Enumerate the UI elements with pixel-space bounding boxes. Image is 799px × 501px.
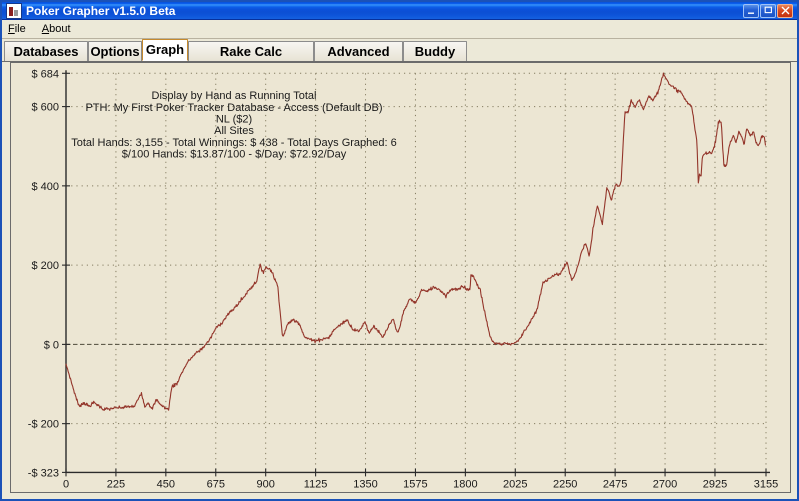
svg-text:$ 600: $ 600 bbox=[31, 102, 59, 114]
svg-text:$ 684: $ 684 bbox=[31, 68, 59, 80]
svg-text:2250: 2250 bbox=[553, 478, 577, 490]
svg-text:2700: 2700 bbox=[653, 478, 677, 490]
svg-text:1575: 1575 bbox=[403, 478, 427, 490]
svg-text:3155: 3155 bbox=[754, 478, 778, 490]
svg-text:2025: 2025 bbox=[503, 478, 527, 490]
svg-text:1350: 1350 bbox=[353, 478, 377, 490]
svg-text:225: 225 bbox=[107, 478, 125, 490]
svg-text:$ 0: $ 0 bbox=[44, 339, 59, 351]
svg-text:Display by Hand as Running Tot: Display by Hand as Running Total bbox=[152, 90, 317, 102]
svg-text:900: 900 bbox=[257, 478, 275, 490]
svg-text:450: 450 bbox=[157, 478, 175, 490]
svg-text:1800: 1800 bbox=[453, 478, 477, 490]
svg-text:$ 400: $ 400 bbox=[31, 181, 59, 193]
svg-text:2475: 2475 bbox=[603, 478, 627, 490]
svg-text:1125: 1125 bbox=[304, 478, 328, 490]
svg-text:NL ($2): NL ($2) bbox=[216, 114, 252, 126]
svg-text:Total Hands: 3,155 - Total Win: Total Hands: 3,155 - Total Winnings: $ 4… bbox=[71, 137, 397, 149]
svg-text:-$ 323: -$ 323 bbox=[28, 467, 59, 479]
svg-text:$/100 Hands: $13.87/100 - $/Da: $/100 Hands: $13.87/100 - $/Day: $72.92/… bbox=[122, 149, 347, 161]
svg-text:PTH: My First Poker Tracker Da: PTH: My First Poker Tracker Database - A… bbox=[85, 102, 382, 114]
svg-text:675: 675 bbox=[207, 478, 225, 490]
svg-text:-$ 200: -$ 200 bbox=[28, 419, 59, 431]
svg-text:All Sites: All Sites bbox=[214, 125, 254, 137]
svg-text:0: 0 bbox=[63, 478, 69, 490]
svg-text:2925: 2925 bbox=[703, 478, 727, 490]
svg-text:$ 200: $ 200 bbox=[31, 260, 59, 272]
